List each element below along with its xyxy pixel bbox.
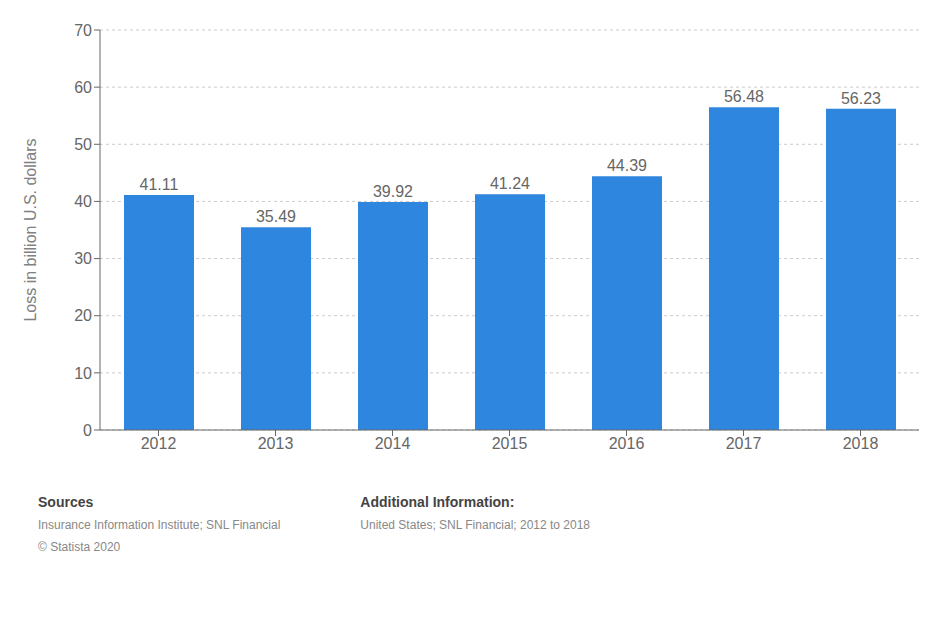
svg-text:2018: 2018 bbox=[843, 435, 879, 452]
svg-text:39.92: 39.92 bbox=[373, 183, 413, 200]
svg-text:56.23: 56.23 bbox=[841, 90, 881, 107]
svg-text:2014: 2014 bbox=[375, 435, 411, 452]
svg-text:2017: 2017 bbox=[726, 435, 762, 452]
html-text:Insurance Information Institut: Insurance Information Institute; SNL Fin… bbox=[38, 518, 281, 532]
svg-text:2012: 2012 bbox=[141, 435, 177, 452]
html-text:Additional Information:: Additional Information: bbox=[360, 494, 515, 510]
svg-text:41.24: 41.24 bbox=[490, 175, 530, 192]
svg-text:60: 60 bbox=[74, 79, 92, 96]
html-text:Sources: Sources bbox=[38, 494, 94, 510]
svg-text:30: 30 bbox=[74, 250, 92, 267]
svg-text:70: 70 bbox=[74, 22, 92, 39]
svg-text:20: 20 bbox=[74, 307, 92, 324]
svg-text:Loss in billion U.S. dollars: Loss in billion U.S. dollars bbox=[22, 138, 39, 321]
svg-text:35.49: 35.49 bbox=[256, 208, 296, 225]
svg-text:44.39: 44.39 bbox=[607, 157, 647, 174]
html-text:© Statista 2020: © Statista 2020 bbox=[38, 540, 121, 554]
svg-text:40: 40 bbox=[74, 193, 92, 210]
svg-text:50: 50 bbox=[74, 136, 92, 153]
svg-text:41.11: 41.11 bbox=[140, 176, 179, 193]
svg-text:2013: 2013 bbox=[258, 435, 294, 452]
svg-text:56.48: 56.48 bbox=[724, 88, 764, 105]
html-text:United States; SNL Financial;: United States; SNL Financial; 2012 to 20… bbox=[360, 518, 590, 532]
svg-text:0: 0 bbox=[83, 422, 92, 439]
svg-text:2015: 2015 bbox=[492, 435, 528, 452]
svg-text:10: 10 bbox=[74, 365, 92, 382]
svg-text:2016: 2016 bbox=[609, 435, 645, 452]
